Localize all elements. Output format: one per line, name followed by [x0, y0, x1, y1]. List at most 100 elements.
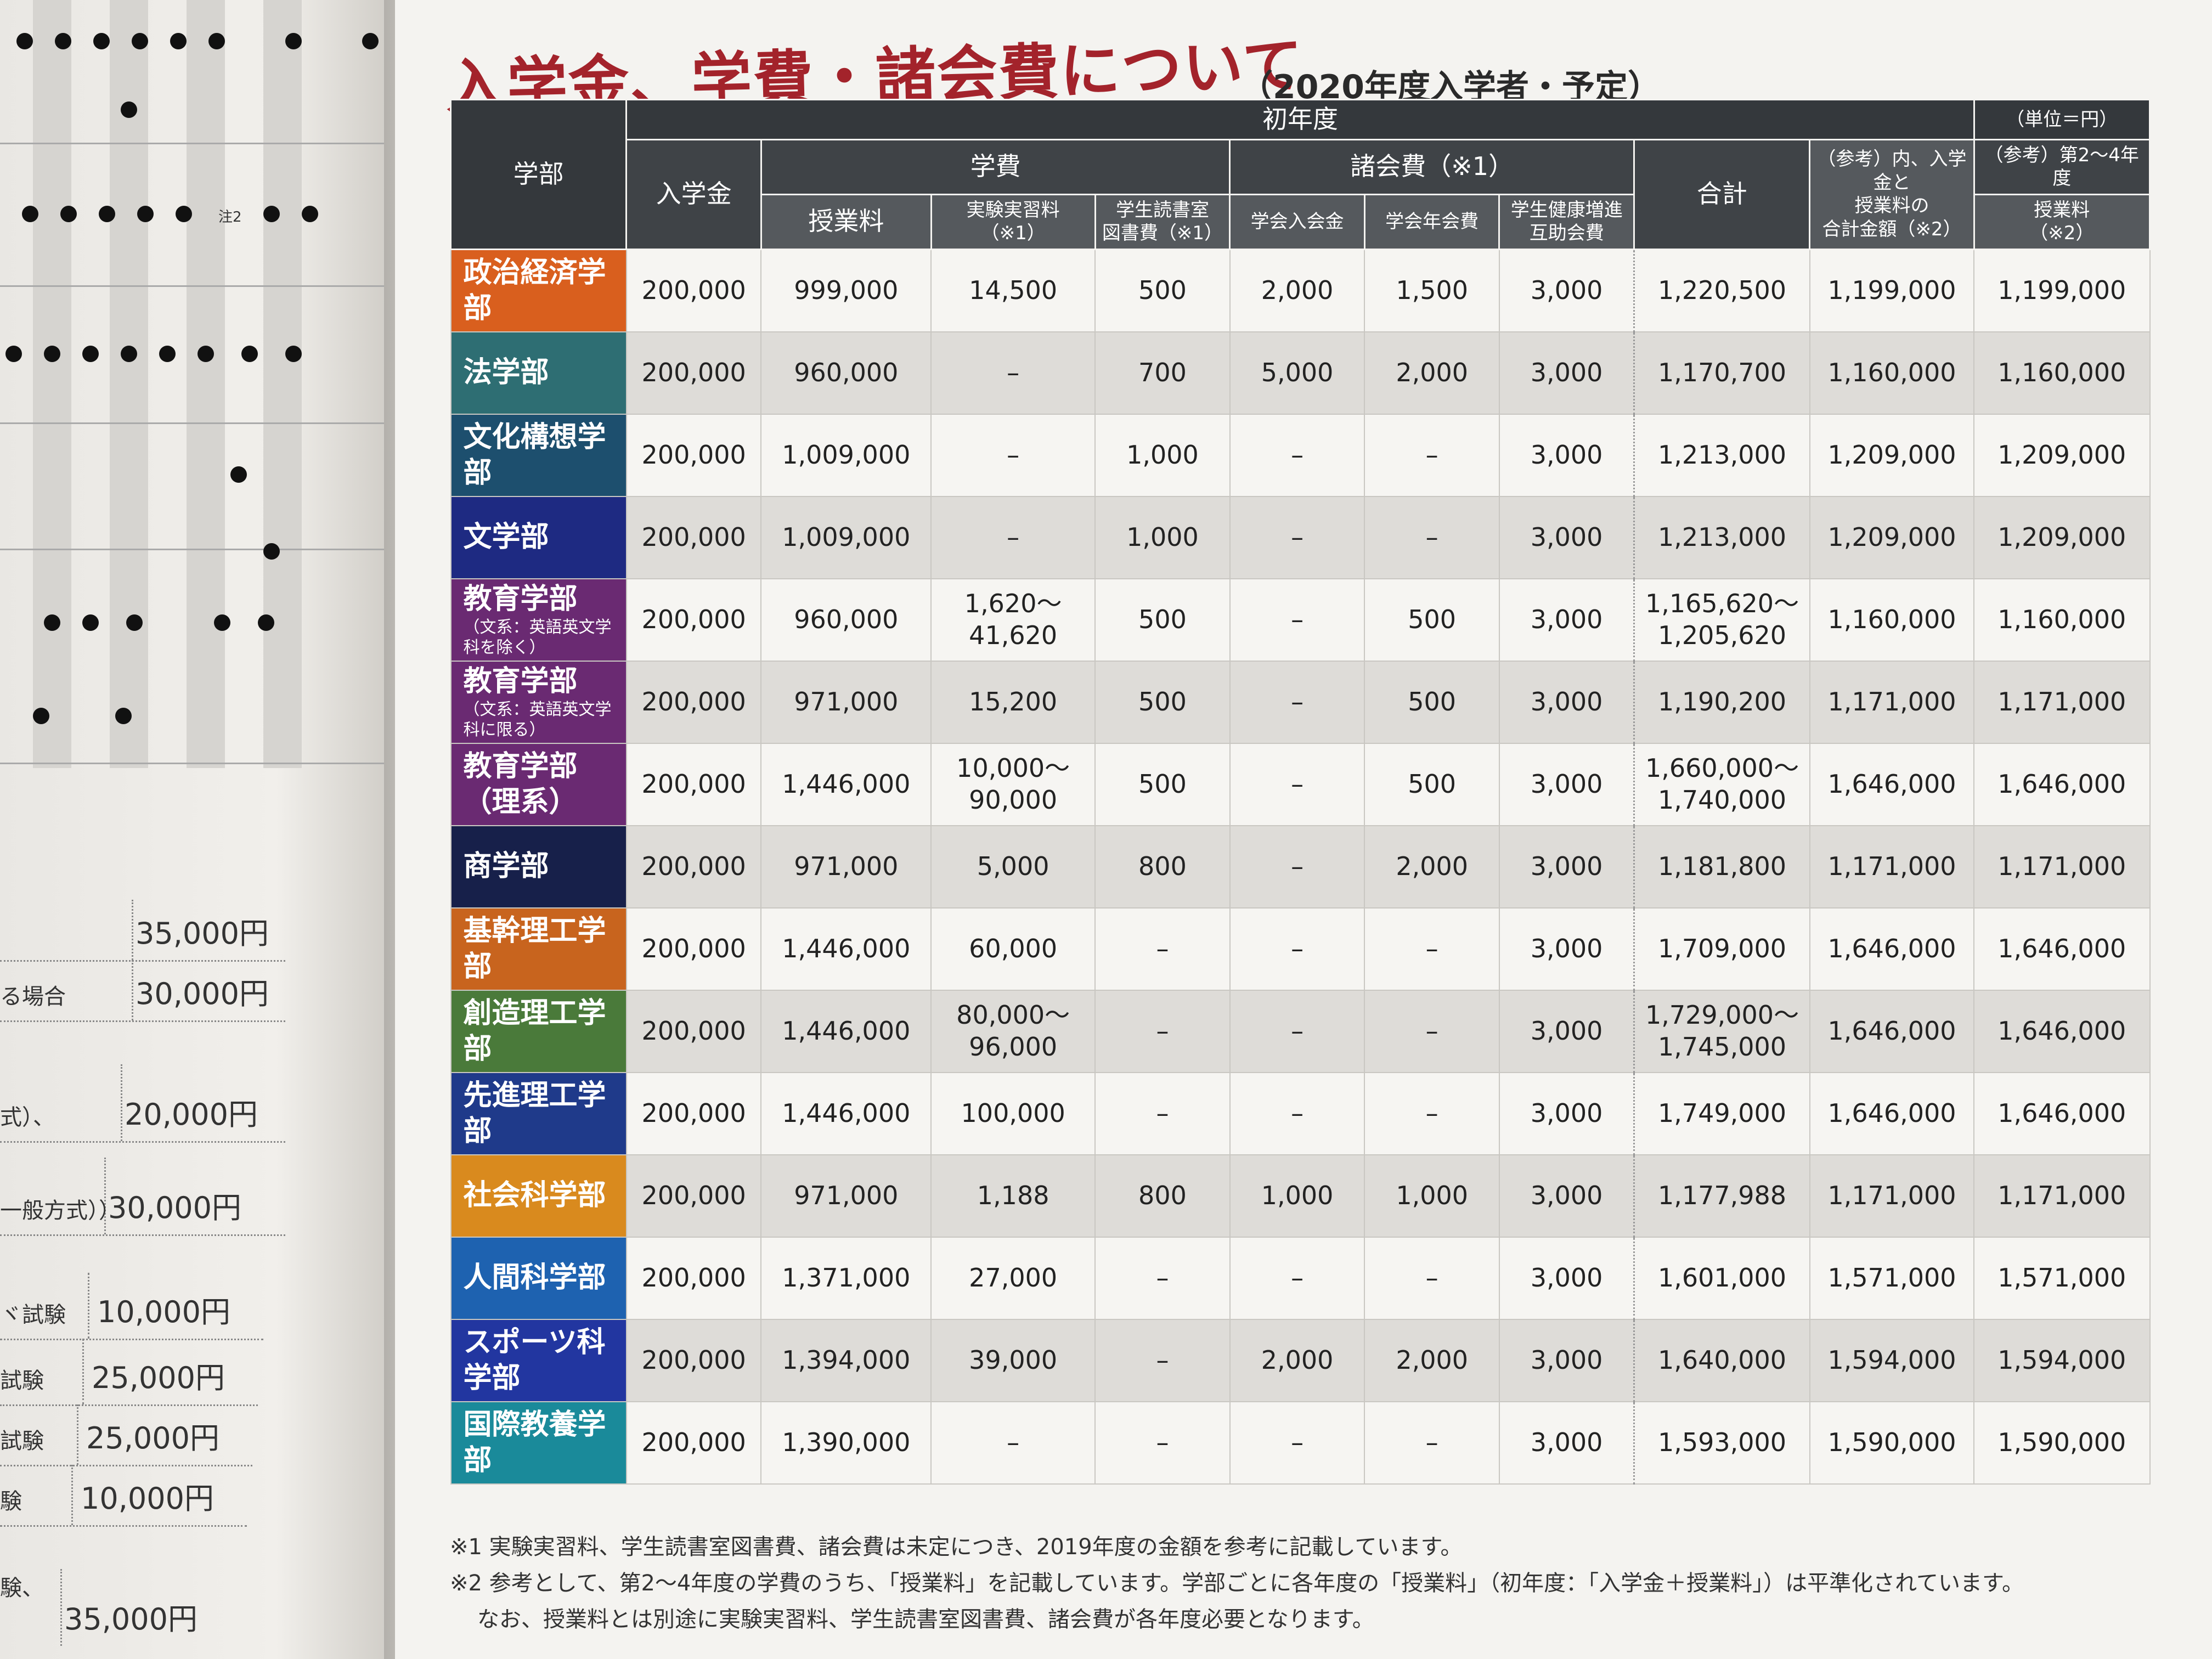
cell-total: 1,190,200 — [1633, 660, 1810, 744]
fee-row: 式）、 20,000円 — [0, 1064, 285, 1143]
table-row: 教育学部（理系） 200,000 1,446,000 10,000～ 90,000 50… — [450, 742, 2151, 826]
cell-entrance: 200,000 — [625, 660, 762, 744]
cell-total: 1,181,800 — [1633, 825, 1810, 909]
fee-separator — [104, 1158, 108, 1234]
fee-label: 一般方式）） — [0, 1198, 121, 1223]
fee-separator — [82, 1339, 86, 1404]
faculty-name: 創造理工学部 — [463, 996, 606, 1065]
dot — [121, 101, 137, 118]
faculty-cell: 政治経済学部 — [450, 249, 627, 332]
fee-label: 験 — [0, 1489, 22, 1514]
faculty-cell: 人間科学部 — [450, 1236, 627, 1320]
cell-health: 3,000 — [1498, 249, 1635, 332]
cell-ref-sum: 1,590,000 — [1809, 1401, 1975, 1485]
fee-amount: 35,000円 — [136, 916, 269, 951]
faculty-cell: 先進理工学部 — [450, 1071, 627, 1155]
table-row: 文化構想学部 200,000 1,009,000–1,000– –3,000 1,213… — [450, 413, 2151, 497]
cell-ref-tuition: 1,646,000 — [1973, 742, 2151, 826]
faculty-cell: 教育学部 （文系：英語英文学科に限る） — [450, 660, 627, 744]
left-page: 注2 35,000円 る場合 30,000円 式）、 20,000円 — [0, 0, 395, 1659]
fee-amount: 20,000円 — [125, 1097, 258, 1132]
faculty-cell: 法学部 — [450, 331, 627, 415]
faculty-cell: 文学部 — [450, 495, 627, 579]
dot — [60, 206, 77, 222]
right-page: 入学金、学費・諸会費について （2020年度入学者・予定） 学部 初年度 （単位… — [395, 0, 2212, 1659]
header-ref-years-group: （参考）第2～4年度 — [1973, 138, 2151, 195]
fee-separator — [132, 900, 135, 960]
cell-ref-tuition: 1,209,000 — [1973, 495, 2151, 579]
fee-label: 試験 — [0, 1429, 44, 1454]
cell-health: 3,000 — [1498, 413, 1635, 497]
cell-library: 800 — [1094, 825, 1231, 909]
cell-library: – — [1094, 907, 1231, 991]
cell-ref-tuition: 1,646,000 — [1973, 907, 2151, 991]
cell-total: 1,213,000 — [1633, 413, 1810, 497]
cell-tuition: 971,000 — [760, 825, 932, 909]
cell-soc-annual: 2,000 — [1364, 1318, 1500, 1402]
header-dues-group: 諸会費（※1） — [1229, 138, 1635, 195]
faculty-name: 文学部 — [463, 521, 549, 554]
cell-soc-annual: 500 — [1364, 578, 1500, 662]
faculty-cell: 基幹理工学部 — [450, 907, 627, 991]
cell-ref-tuition: 1,160,000 — [1973, 331, 2151, 415]
fee-row: 一般方式）） 30,000円 — [0, 1158, 285, 1236]
cell-soc-entry: – — [1229, 907, 1365, 991]
cell-soc-annual: – — [1364, 413, 1500, 497]
faculty-name: 国際教養学部 — [463, 1408, 606, 1477]
cell-total: 1,709,000 — [1633, 907, 1810, 991]
cell-ref-sum: 1,160,000 — [1809, 331, 1975, 415]
cell-soc-annual: 500 — [1364, 660, 1500, 744]
faculty-name: 教育学部（理系） — [463, 749, 578, 819]
fee-amount: 10,000円 — [97, 1295, 230, 1329]
cell-lab: 60,000 — [930, 907, 1096, 991]
faculty-name: 教育学部 — [463, 664, 578, 698]
fee-separator — [77, 1404, 80, 1465]
cell-health: 3,000 — [1498, 742, 1635, 826]
cell-ref-tuition: 1,590,000 — [1973, 1401, 2151, 1485]
cell-lab: 1,620～ 41,620 — [930, 578, 1096, 662]
cell-soc-annual: – — [1364, 907, 1500, 991]
cell-ref-sum: 1,646,000 — [1809, 742, 1975, 826]
cell-entrance: 200,000 — [625, 1236, 762, 1320]
fee-table-body: 政治経済学部 200,000 999,000 14,500 500 2,000 1,500 3… — [450, 249, 2151, 1485]
cell-total: 1,177,988 — [1633, 1154, 1810, 1238]
cell-tuition: 1,446,000 — [760, 989, 932, 1073]
cell-ref-tuition: 1,646,000 — [1973, 989, 2151, 1073]
table-row: 法学部 200,000 960,000–700 5,000 2,000 3,000 1,17… — [450, 331, 2151, 415]
header-ref-tuition: 授業料 （※2） — [1973, 193, 2151, 250]
cell-tuition: 1,009,000 — [760, 413, 932, 497]
fee-separator — [88, 1273, 91, 1339]
cell-lab: – — [930, 331, 1096, 415]
dot — [230, 466, 247, 483]
cell-tuition: 971,000 — [760, 1154, 932, 1238]
cell-soc-entry: – — [1229, 989, 1365, 1073]
dot — [55, 33, 71, 49]
dot — [93, 33, 110, 49]
dot — [132, 33, 148, 49]
dot — [82, 614, 99, 631]
header-faculty: 学部 — [449, 99, 628, 250]
header-lab-fee: 実験実習料 （※1） — [930, 193, 1096, 250]
faculty-cell: 国際教養学部 — [450, 1401, 627, 1485]
cell-health: 3,000 — [1498, 660, 1635, 744]
header-society-entry: 学会入会金 — [1229, 193, 1365, 250]
dot — [302, 206, 318, 222]
dot — [5, 346, 22, 362]
fee-amount: 30,000円 — [136, 977, 269, 1011]
cell-total: 1,213,000 — [1633, 495, 1810, 579]
grid-line — [0, 143, 384, 144]
dot — [159, 346, 176, 362]
cell-entrance: 200,000 — [625, 495, 762, 579]
cell-ref-tuition: 1,594,000 — [1973, 1318, 2151, 1402]
faculty-cell: 教育学部 （文系：英語英文学科を除く） — [450, 578, 627, 662]
cell-soc-entry: – — [1229, 495, 1365, 579]
cell-lab: 10,000～ 90,000 — [930, 742, 1096, 826]
note-2-label: 注2 — [218, 209, 242, 225]
cell-ref-tuition: 1,199,000 — [1973, 249, 2151, 332]
table-row: 政治経済学部 200,000 999,000 14,500 500 2,000 1,500 3… — [450, 249, 2151, 332]
dot — [44, 614, 60, 631]
cell-total: 1,660,000～ 1,740,000 — [1633, 742, 1810, 826]
dot — [33, 708, 49, 724]
cell-entrance: 200,000 — [625, 989, 762, 1073]
table-row: 国際教養学部 200,000 1,390,000– – – –3,000 1,593,000… — [450, 1401, 2151, 1485]
